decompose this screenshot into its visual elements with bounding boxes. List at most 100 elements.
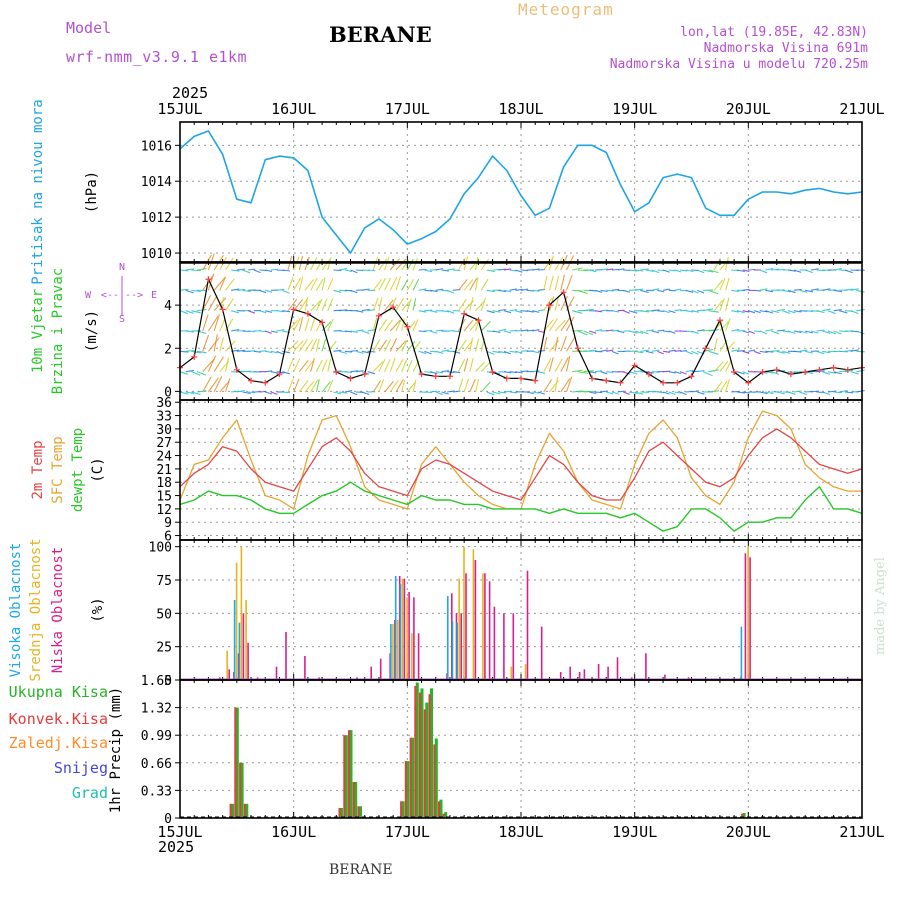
bar-total-precip — [344, 735, 348, 818]
wind-arrow — [526, 310, 534, 313]
wind-arrow — [577, 371, 589, 374]
wind-arrow — [435, 329, 444, 332]
y-tick-label-clouds: 75 — [156, 574, 172, 589]
wind-arrow — [321, 338, 327, 352]
wind-arrow — [344, 350, 353, 353]
wind-arrow — [361, 308, 370, 312]
bar-low-cloud — [645, 653, 647, 680]
wind-speed-marker — [475, 317, 482, 324]
wind-arrow — [833, 268, 842, 271]
wind-arrow — [742, 391, 750, 394]
wind-arrow — [799, 349, 808, 352]
wind-arrow — [452, 371, 461, 374]
compass-label: S — [119, 314, 125, 325]
bar-low-cloud — [488, 581, 491, 680]
wind-arrow — [185, 330, 195, 333]
wind-arrow — [663, 330, 670, 333]
wind-arrow — [770, 371, 779, 375]
wind-arrow — [606, 391, 614, 395]
bar-mid-cloud — [458, 578, 460, 680]
wind-arrow — [406, 359, 413, 372]
wind-arrow — [276, 329, 285, 332]
wind-arrow — [406, 381, 416, 393]
legend-precip-item: Ukupna Kisa — [9, 683, 108, 701]
wind-arrow — [657, 289, 665, 293]
wind-arrow — [452, 350, 461, 354]
wind-arrow — [736, 391, 745, 394]
wind-arrow — [270, 391, 278, 395]
wind-arrow — [731, 349, 740, 352]
wind-arrow — [498, 391, 507, 394]
bar-conv-precip — [409, 737, 412, 818]
wind-arrow — [298, 380, 309, 393]
wind-arrow — [384, 299, 394, 312]
wind-arrow — [674, 309, 682, 312]
bar-conv-precip — [404, 761, 407, 818]
wind-arrow — [560, 274, 566, 291]
wind-arrow — [594, 370, 603, 373]
credit-text: made by Angel — [873, 557, 888, 655]
wind-arrow — [378, 378, 385, 393]
wind-arrow — [611, 288, 620, 291]
y-tick-label-temperature: 18 — [156, 476, 172, 491]
wind-arrow — [600, 268, 608, 271]
wind-arrow — [248, 391, 256, 394]
wind-arrow — [259, 310, 267, 314]
wind-arrow — [429, 371, 438, 375]
wind-arrow — [498, 289, 507, 293]
wind-arrow — [833, 391, 843, 394]
wind-arrow — [356, 350, 364, 354]
legend-precip-item: Konvek.Kisa — [9, 710, 108, 728]
wind-arrow — [509, 350, 517, 353]
wind-arrow — [668, 330, 676, 334]
wind-arrow — [572, 267, 583, 271]
wind-arrow — [691, 289, 699, 294]
wind-arrow — [765, 289, 774, 293]
wind-arrow — [276, 288, 285, 291]
wind-arrow — [367, 269, 376, 272]
bar-high-cloud — [233, 600, 236, 680]
wind-arrow — [668, 349, 676, 352]
wind-arrow — [378, 359, 386, 372]
wind-arrow — [543, 336, 548, 352]
wind-arrow — [827, 289, 837, 291]
wind-arrow — [805, 330, 814, 334]
wind-arrow — [486, 289, 495, 293]
wind-arrow — [356, 370, 364, 373]
wind-arrow — [759, 350, 768, 354]
wind-arrow — [713, 300, 724, 312]
wind-arrow — [486, 350, 495, 355]
bar-total-precip — [359, 806, 362, 818]
wind-arrow — [372, 317, 378, 332]
wind-arrow — [276, 310, 285, 313]
wind-arrow — [492, 330, 501, 334]
bar-total-precip — [415, 682, 419, 818]
ylabel-temp-unit: (C) — [90, 457, 106, 482]
wind-arrow — [225, 257, 234, 271]
wind-arrow — [424, 350, 432, 355]
wind-arrow — [759, 330, 768, 335]
wind-arrow — [685, 310, 694, 313]
wind-arrow — [634, 288, 644, 291]
wind-arrow — [589, 330, 597, 334]
wind-arrow — [600, 349, 608, 352]
wind-arrow — [384, 381, 394, 393]
wind-arrow — [202, 334, 210, 352]
wind-arrow — [548, 275, 554, 291]
bar-total-precip — [434, 738, 438, 818]
wind-arrow — [361, 288, 370, 291]
wind-speed-marker — [290, 306, 297, 313]
wind-arrow — [674, 350, 682, 352]
wind-arrow — [827, 371, 837, 374]
bar-mid-cloud — [406, 597, 408, 680]
wind-speed-marker — [631, 362, 638, 369]
wind-arrow — [697, 369, 705, 373]
bar-low-cloud — [493, 606, 496, 680]
wind-arrow — [480, 258, 490, 271]
ylabel-wind-unit: (m/s) — [84, 310, 100, 352]
wind-arrow — [560, 317, 571, 332]
bar-low-cloud — [474, 560, 477, 680]
wind-arrow — [685, 289, 694, 293]
wind-arrow — [293, 378, 300, 393]
bar-total-precip — [240, 762, 244, 818]
